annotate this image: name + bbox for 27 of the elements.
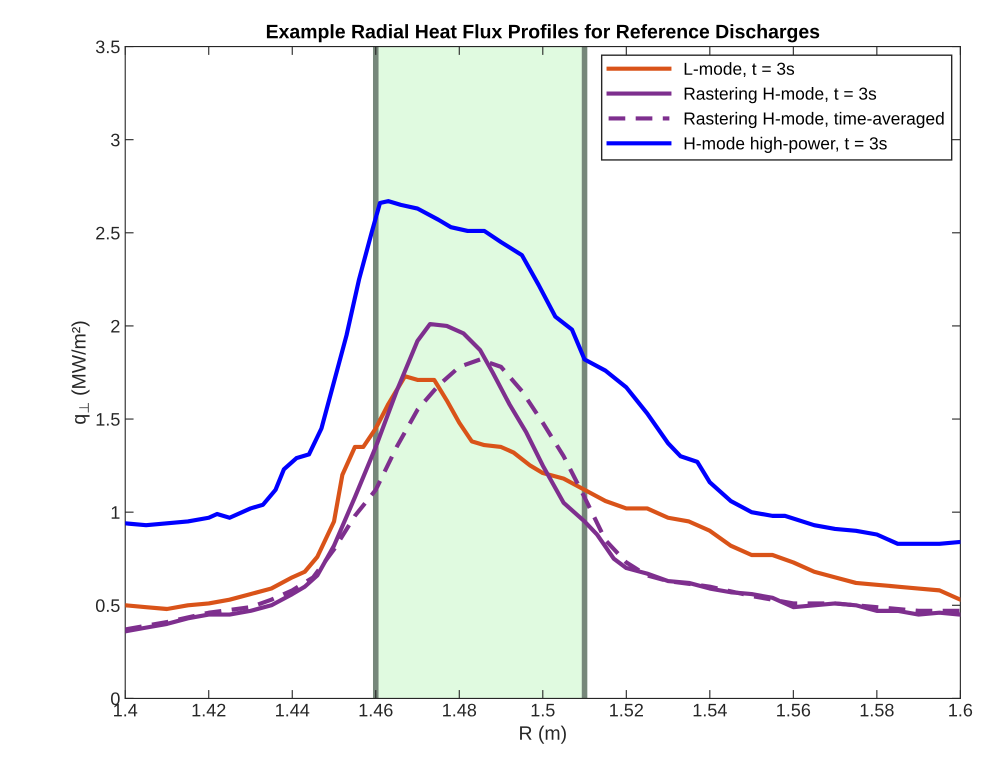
x-tick-label: 1.58 — [860, 704, 894, 717]
x-tick-label: 1.54 — [694, 704, 727, 717]
x-tick-label: 1.52 — [610, 704, 643, 717]
legend-label: H-mode high-power, t = 3s — [684, 136, 887, 153]
y-tick-label: 2 — [111, 320, 120, 332]
x-tick-label: 1.6 — [949, 704, 972, 717]
legend-label: Rastering H-mode, time-averaged — [684, 112, 944, 128]
y-tick-label: 3.5 — [96, 40, 120, 54]
legend-label: L-mode, t = 3s — [684, 62, 794, 77]
y-axis-title: q$_{⊥}$ (MW/m²) — [71, 322, 90, 424]
y-tick-label: 1 — [112, 506, 120, 519]
legend-label: Rastering H-mode, t = 3s — [684, 87, 876, 104]
y-tick-label: 2.5 — [96, 226, 120, 240]
y-tick-label: 3 — [111, 134, 120, 146]
line-series — [125, 199, 960, 546]
x-tick-label: 1.5 — [532, 704, 555, 717]
x-tick-label: 1.4 — [114, 704, 138, 716]
y-tick-label: 0.5 — [96, 599, 120, 612]
y-tick-label: 0 — [111, 692, 120, 706]
y-tick-label: 1.5 — [96, 413, 120, 426]
x-tick-label: 1.42 — [192, 704, 226, 716]
x-axis-title: R (m) — [520, 726, 566, 744]
x-tick-label: 1.46 — [360, 704, 393, 717]
x-tick-label: 1.56 — [777, 704, 810, 717]
x-tick-label: 1.44 — [276, 704, 310, 716]
x-tick-label: 1.48 — [443, 704, 476, 717]
chart-title: Example Radial Heat Flux Profiles for Reference Discharges — [266, 24, 820, 42]
